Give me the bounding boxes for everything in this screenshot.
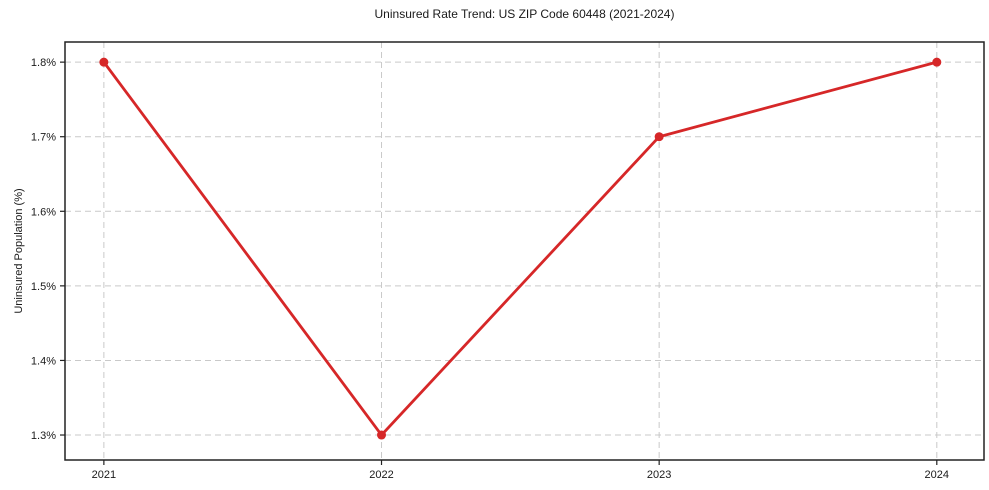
x-tick-label: 2021 <box>92 469 116 481</box>
data-point-marker <box>932 57 942 67</box>
plot-border <box>64 41 985 461</box>
x-tick-label: 2024 <box>925 469 949 481</box>
data-point-marker <box>377 430 387 440</box>
data-point-marker <box>99 57 109 67</box>
x-tick-label: 2022 <box>369 469 393 481</box>
x-tick-label: 2023 <box>647 469 671 481</box>
chart-title: Uninsured Rate Trend: US ZIP Code 60448 … <box>374 7 675 21</box>
y-tick-label: 1.4% <box>31 355 56 367</box>
y-tick-label: 1.5% <box>31 281 56 293</box>
trend-line <box>102 60 939 437</box>
y-tick-label: 1.8% <box>31 57 56 69</box>
data-point-marker <box>654 132 664 142</box>
y-tick-label: 1.7% <box>31 132 56 144</box>
y-tick-label: 1.6% <box>31 206 56 218</box>
y-tick-label: 1.3% <box>31 430 56 442</box>
